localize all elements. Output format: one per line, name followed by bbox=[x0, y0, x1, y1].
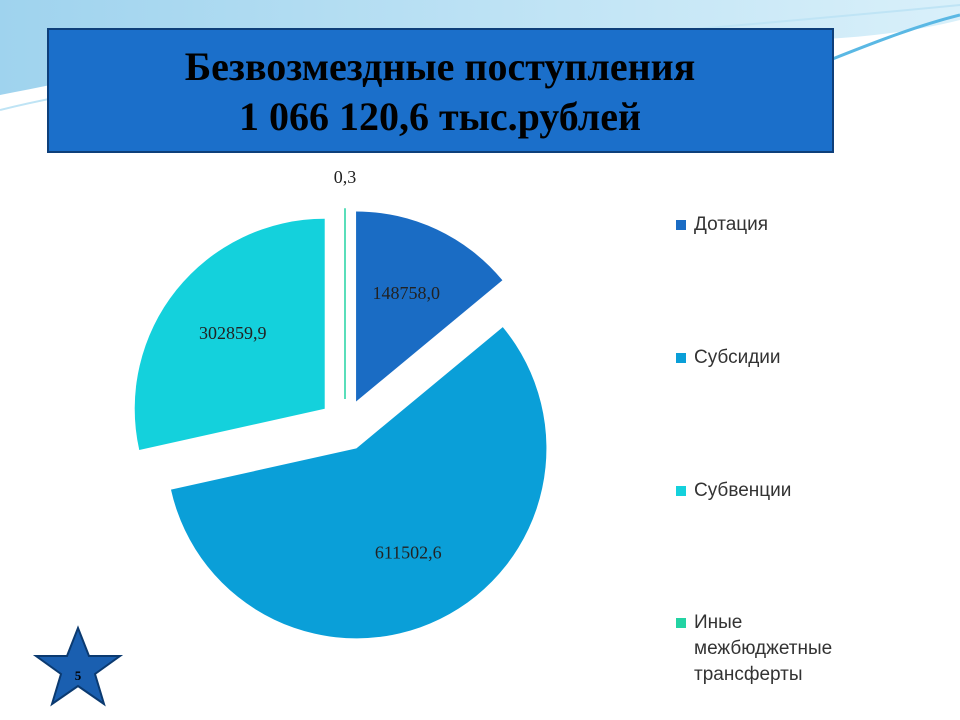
wave bbox=[0, 0, 960, 95]
wave-line bbox=[829, 13, 960, 62]
legend-swatch bbox=[676, 486, 686, 496]
data-label: 302859,9 bbox=[199, 323, 267, 343]
legend-swatch bbox=[676, 220, 686, 230]
legend-label: Субсидии bbox=[694, 347, 781, 368]
legend-item: Иные межбюджетные трансферты bbox=[676, 610, 876, 688]
legend-swatch bbox=[676, 618, 686, 628]
title-box bbox=[47, 28, 834, 153]
pie-slice bbox=[134, 218, 325, 451]
legend-label: Субвенции bbox=[694, 480, 792, 501]
pie-slice bbox=[170, 327, 547, 639]
legend-item: Субсидии bbox=[676, 345, 876, 371]
chart-subtitle: 1 066 120,6 тыс.рублей bbox=[239, 94, 641, 139]
data-label: 148758,0 bbox=[372, 283, 440, 303]
legend-item: Субвенции bbox=[676, 478, 876, 504]
chart-title: Безвозмездные поступления bbox=[185, 44, 696, 89]
slide-number-star bbox=[32, 625, 124, 707]
data-label: 611502,6 bbox=[375, 542, 442, 562]
legend-label: Дотация bbox=[694, 214, 769, 235]
legend-item: Дотация bbox=[676, 212, 876, 238]
legend-swatch bbox=[676, 353, 686, 363]
legend-label: Иные межбюджетные трансферты bbox=[694, 612, 833, 685]
pie-slice bbox=[356, 211, 503, 402]
slide-number: 5 bbox=[75, 668, 82, 683]
data-label: 0,3 bbox=[334, 167, 357, 187]
